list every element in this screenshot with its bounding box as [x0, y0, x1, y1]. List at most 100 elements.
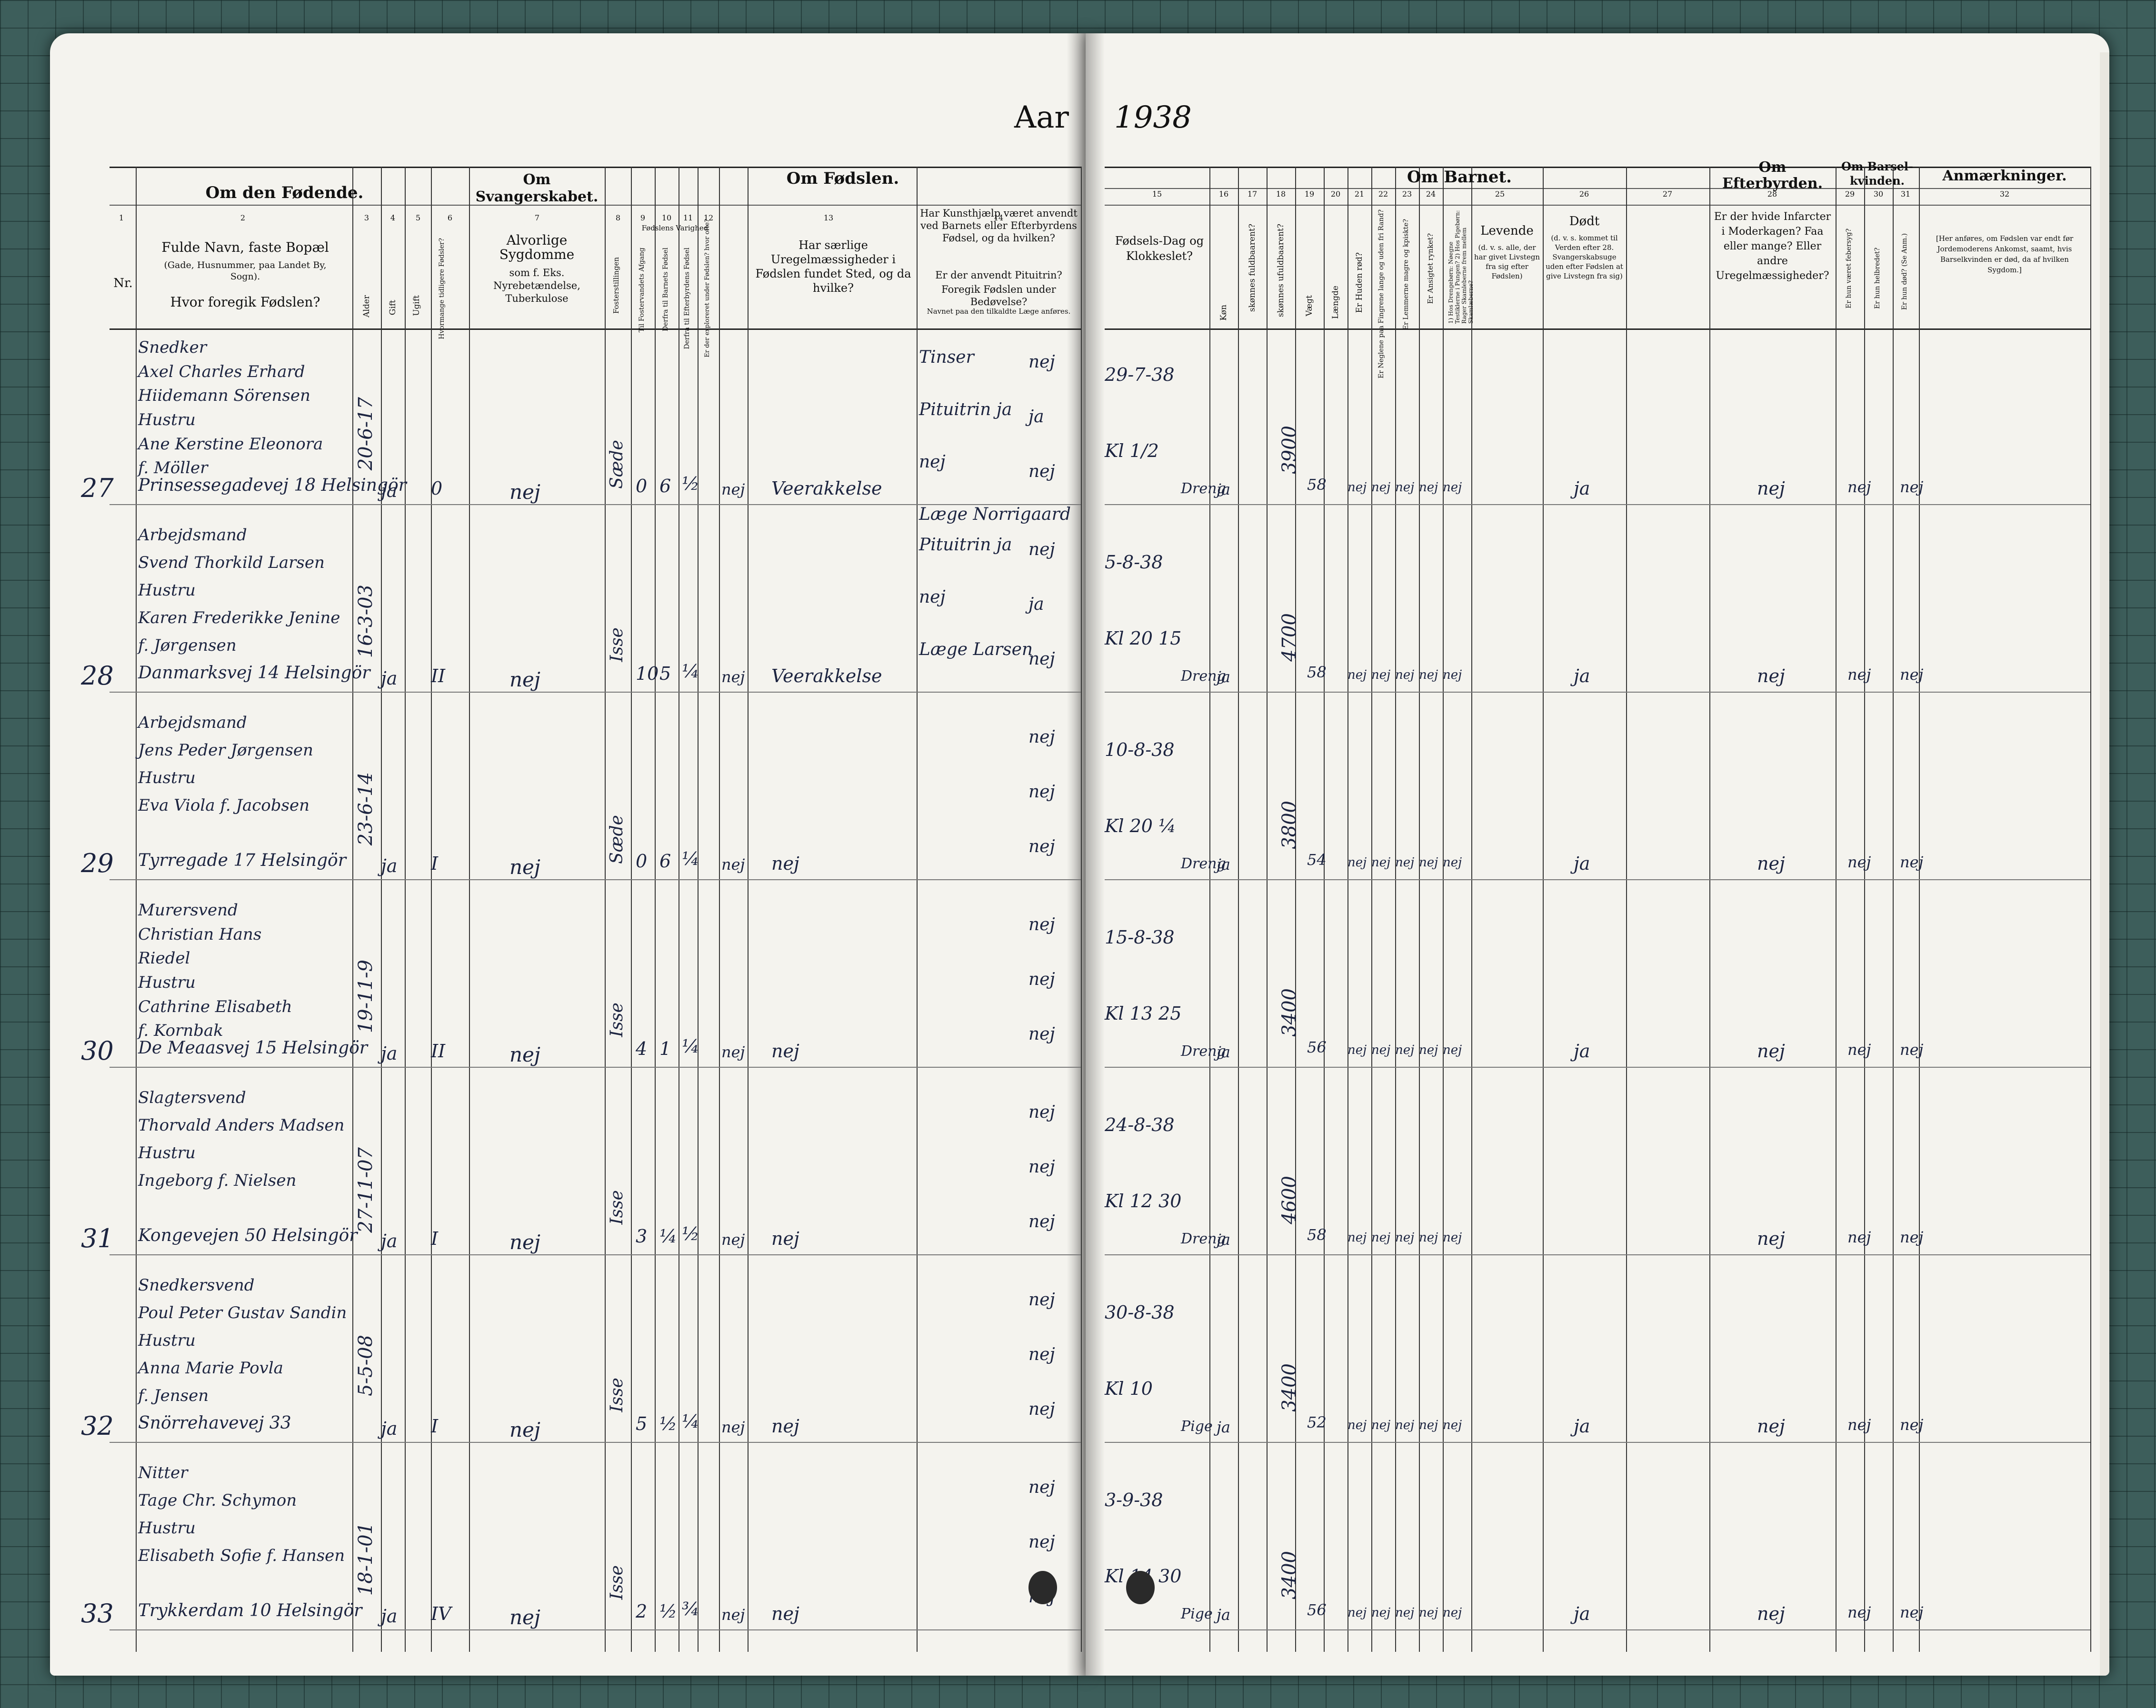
header-bottom-rule [1105, 328, 2090, 330]
column-number: 17 [1247, 189, 1258, 199]
col-eksploreret: Er der exploreret under Fødslen? hvor of… [704, 219, 711, 357]
column-number: 28 [1767, 189, 1777, 199]
vaegt: 4700 [1278, 613, 1300, 662]
feber: nej [1847, 478, 1871, 496]
vaegt: 3400 [1278, 1551, 1300, 1599]
row-rule [110, 1442, 1081, 1443]
efterbyrd: nej [1757, 1416, 1785, 1437]
address: Snörrehavevej 33 [138, 1413, 291, 1433]
column-number: 15 [1152, 189, 1162, 199]
fodselsdag: 24-8-38 [1105, 1114, 1175, 1135]
name-line: Poul Peter Gustav Sandin [138, 1303, 347, 1322]
name-line: Cathrine Elisabeth [138, 997, 292, 1016]
laengde: 54 [1307, 851, 1327, 869]
col-huden: Er Huden rød? [1355, 252, 1364, 313]
col-til-fostervand: Til Fostervandets Afgang [638, 248, 646, 333]
column-rule [1709, 167, 1710, 1652]
name-line: Axel Charles Erhard [138, 362, 305, 381]
name-line: Hiidemann Sörensen [138, 386, 310, 406]
gift: ja [381, 1231, 398, 1251]
sygdomme: nej [509, 1606, 540, 1629]
row-rule [1105, 1629, 2090, 1630]
column-rule [748, 167, 749, 1652]
col-pituitrin: Er der anvendt Pituitrin? [935, 269, 1062, 281]
entry-number: 30 [81, 1036, 114, 1066]
address: Kongevejen 50 Helsingör [138, 1226, 358, 1245]
fodselsdag: 3-9-38 [1105, 1490, 1163, 1510]
column-rule [917, 167, 918, 1652]
kunsthjaelp-line: Pituitrin ja [919, 400, 1012, 419]
binding-hole [1126, 1571, 1155, 1604]
col-ufuldbaaren: skønnes ufuldbaarent? [1276, 224, 1286, 318]
year-value: 1938 [1114, 100, 1192, 135]
column-number: 16 [1218, 189, 1229, 199]
group-om-barselkvinden: Om Barsel-kvinden. [1841, 159, 1913, 188]
row-rule [1105, 1067, 2090, 1068]
row-rule [110, 879, 1081, 880]
column-rule [1471, 167, 1472, 1652]
uregelmaessig: nej [771, 1041, 799, 1062]
column-number: 22 [1378, 189, 1388, 199]
efterbyrd: nej [1757, 665, 1785, 686]
col-varighed: Fødslens Varighed [641, 224, 709, 232]
column-number: 31 [1900, 189, 1911, 199]
kon: Pige [1181, 1606, 1213, 1622]
uregelmaessig: nej [771, 1228, 799, 1249]
name-line: Hustru [138, 1143, 196, 1162]
entry-number: 33 [81, 1599, 114, 1629]
sygdomme: nej [509, 1418, 540, 1441]
barn-answer: nej [1348, 668, 1367, 682]
col-ansigtet: Er Ansigtet rynket? [1426, 233, 1435, 304]
kunsthjaelp-answer: nej [1028, 1290, 1055, 1310]
varighed-3: ¾ [682, 1599, 699, 1619]
column-rule [1267, 167, 1268, 1652]
name-line: f. Kornbak [138, 1021, 223, 1041]
alder: 23-6-14 [355, 772, 377, 846]
barn-answer: nej [1348, 1043, 1367, 1057]
name-line: Jens Peder Jørgensen [138, 741, 313, 760]
column-rule [655, 167, 656, 1652]
uregelmaessig: Veerakkelse [771, 478, 882, 499]
uregelmaessig: nej [771, 1416, 799, 1437]
name-line: f. Jørgensen [138, 636, 237, 655]
barn-answer: nej [1443, 855, 1462, 870]
barn-answer: nej [1419, 1606, 1438, 1620]
column-number: 27 [1662, 189, 1673, 199]
fodselsdag: 5-8-38 [1105, 552, 1163, 573]
feber: nej [1847, 853, 1871, 871]
kunsthjaelp-answer: nej [1028, 837, 1055, 856]
tidligere: IV [431, 1603, 451, 1624]
varighed-2: 1 [659, 1038, 671, 1059]
name-line: Svend Thorkild Larsen [138, 553, 325, 572]
dod: nej [1900, 1603, 1924, 1621]
group-rule [1105, 205, 2090, 206]
column-rule [1919, 167, 1920, 1652]
barn-answer: nej [1443, 1606, 1462, 1620]
varighed-1: 2 [636, 1601, 648, 1622]
row-rule [1105, 504, 2090, 505]
col-neglene: Er Neglene paa Fingrene lange og uden fr… [1377, 209, 1385, 378]
name-line: Christian Hans [138, 924, 262, 944]
col-dodt: Dødt [1569, 214, 1600, 228]
name-line: Hustru [138, 581, 196, 600]
kunsthjaelp-line: nej [919, 452, 946, 472]
kon: Dreng [1181, 480, 1226, 497]
eksploreret: nej [721, 1418, 745, 1436]
levende: ja [1574, 665, 1590, 686]
column-number: 8 [615, 213, 621, 222]
column-number: 1 [119, 213, 124, 222]
levende: ja [1574, 853, 1590, 874]
col-ugift: Ugift [412, 295, 421, 316]
gift: ja [381, 1418, 398, 1439]
varighed-2: 6 [659, 476, 671, 497]
vaegt: 3800 [1278, 801, 1300, 849]
sygdomme: nej [509, 668, 540, 691]
name-line: Ingeborg f. Nielsen [138, 1171, 297, 1190]
vaegt: 3400 [1278, 1363, 1300, 1412]
column-rule [431, 167, 432, 1652]
column-rule [1395, 167, 1396, 1652]
column-rule [469, 167, 470, 1652]
fuldbaaren: ja [1217, 480, 1230, 498]
dod: nej [1900, 1041, 1924, 1059]
column-rule [1543, 167, 1544, 1652]
